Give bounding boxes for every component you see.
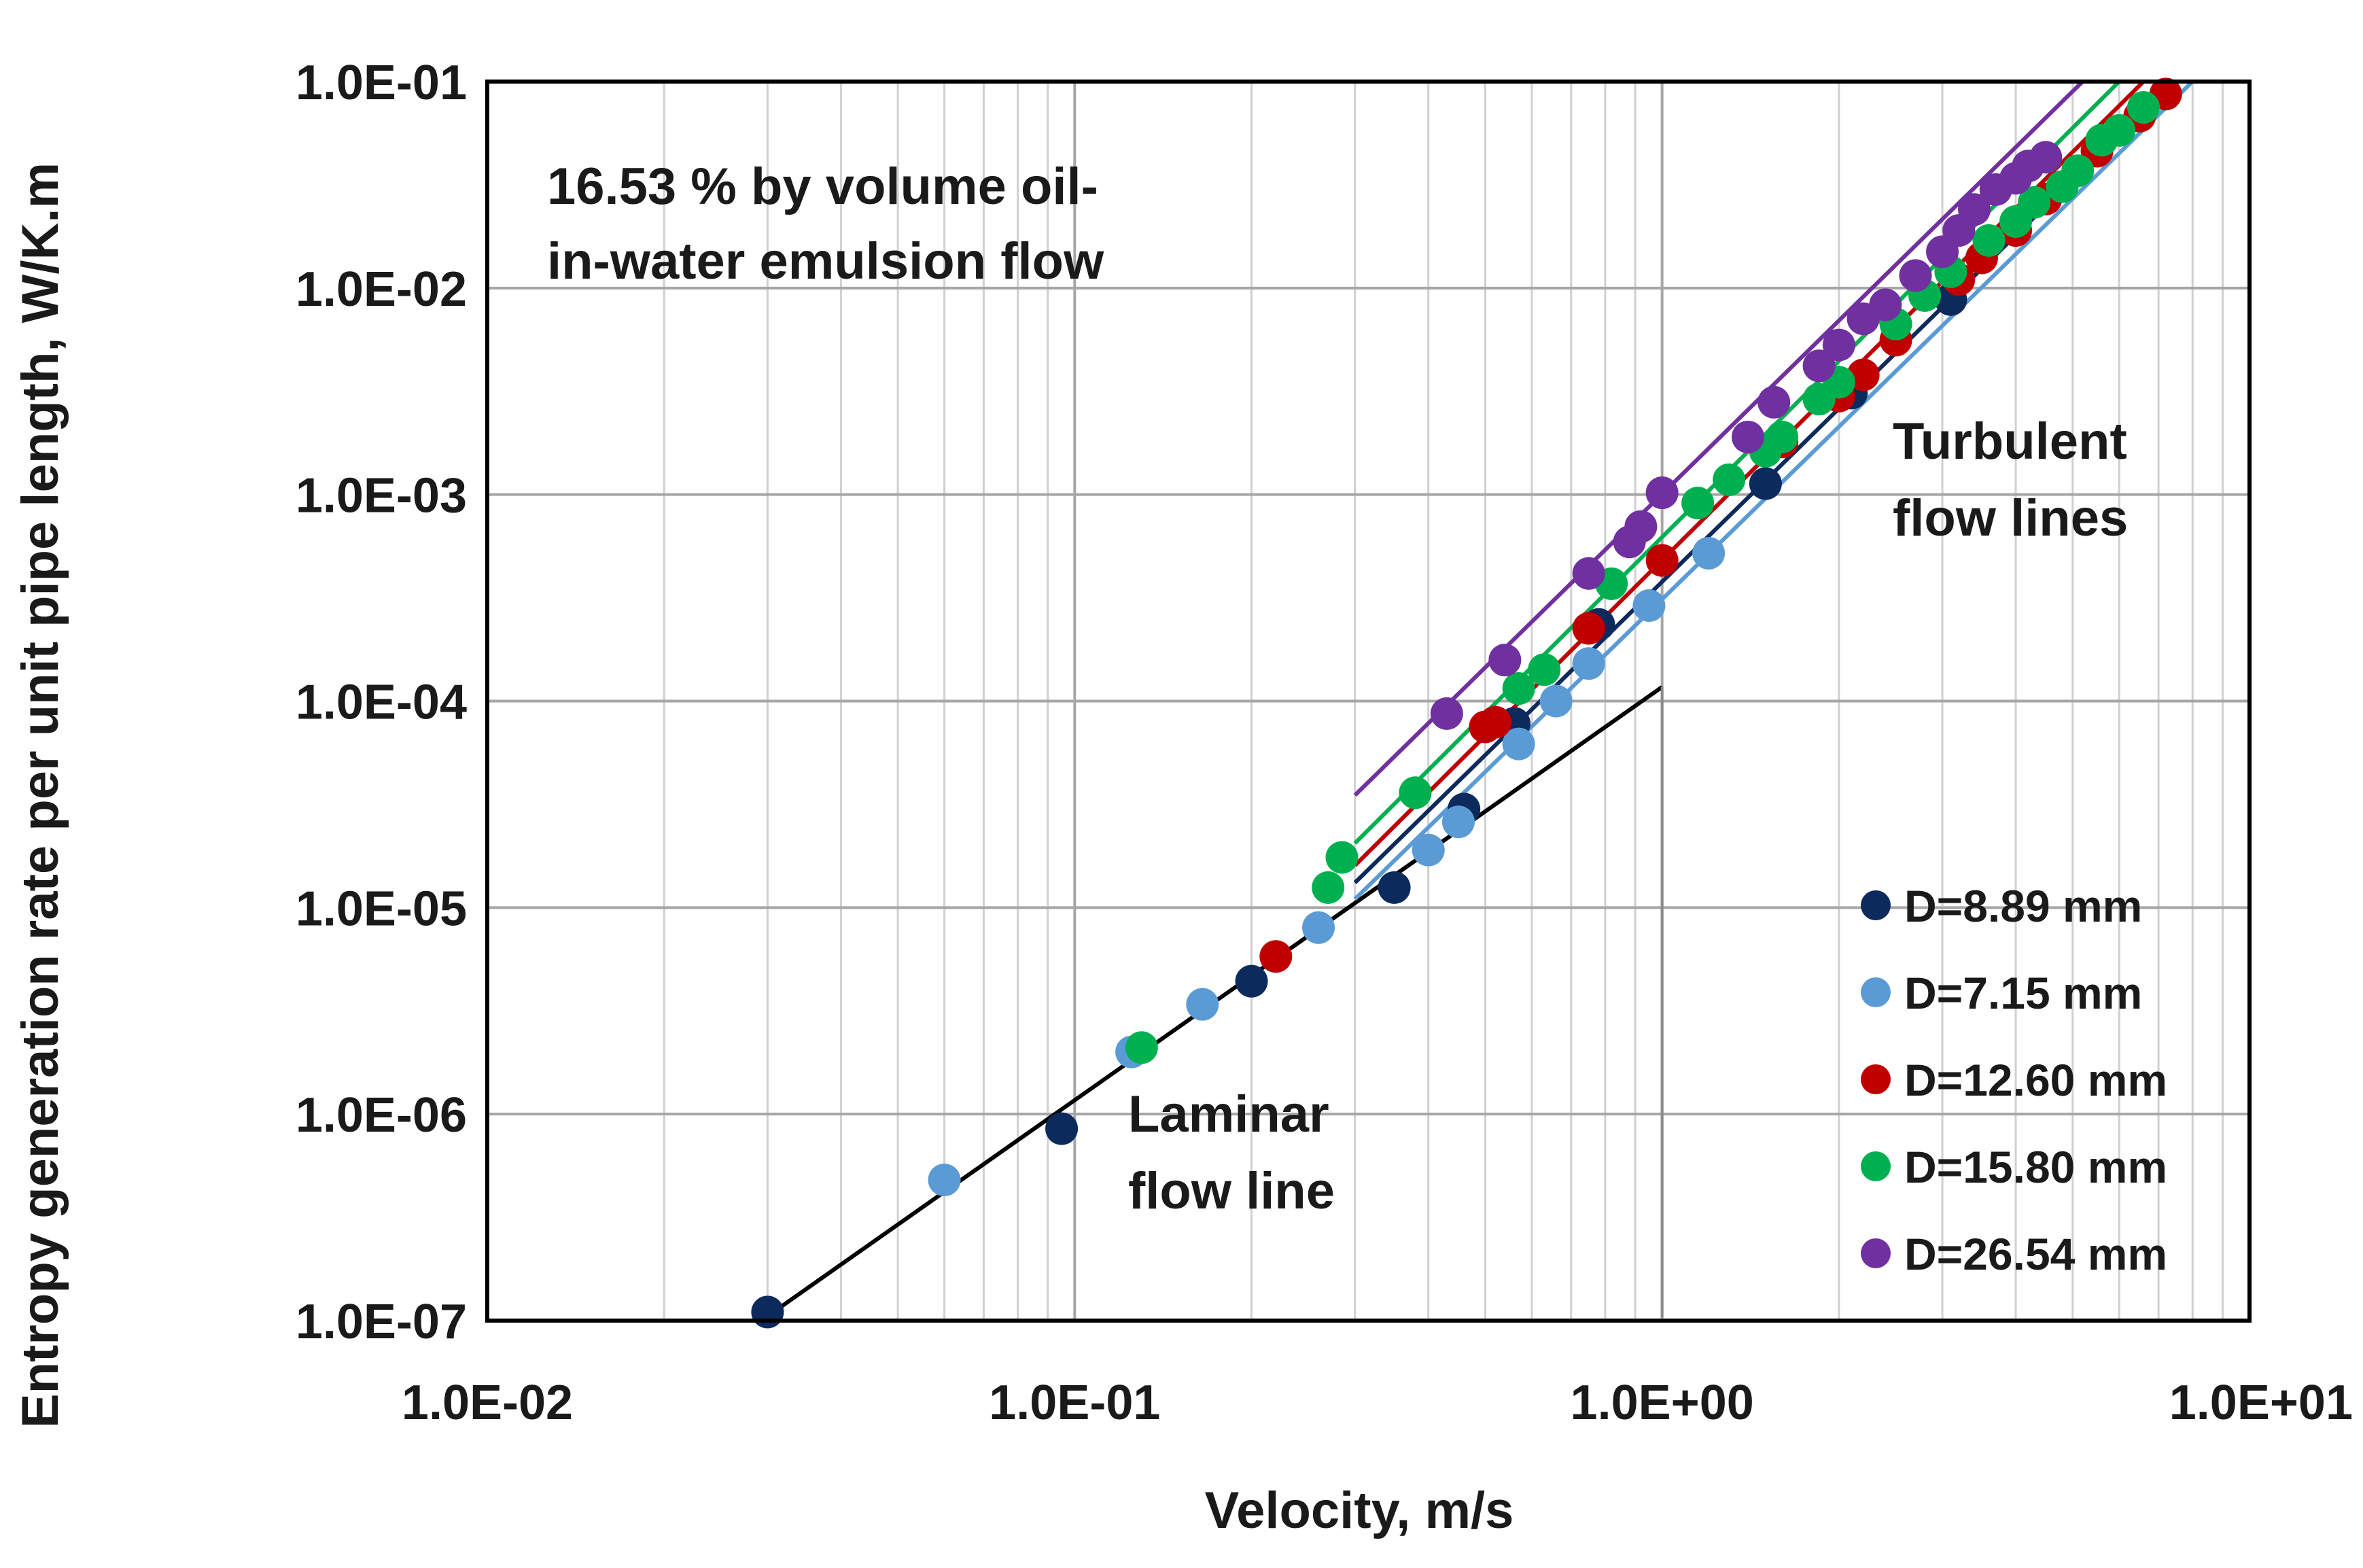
x-tick-label: 1.0E+01 xyxy=(2169,1376,2353,1430)
data-point xyxy=(1645,544,1679,577)
data-point xyxy=(1186,988,1219,1021)
laminar-annotation-line2: flow line xyxy=(1128,1162,1335,1220)
data-point xyxy=(1045,1112,1079,1145)
data-point xyxy=(1528,653,1561,686)
y-tick-label: 1.0E-03 xyxy=(296,469,467,523)
data-point xyxy=(1713,463,1746,496)
x-axis-label: Velocity, m/s xyxy=(1205,1482,1514,1539)
data-point xyxy=(2029,141,2063,174)
y-tick-label: 1.0E-02 xyxy=(296,262,467,317)
legend-marker xyxy=(1861,1238,1891,1268)
data-point xyxy=(1502,672,1535,705)
data-point xyxy=(1692,536,1726,570)
data-point xyxy=(1624,510,1658,543)
data-point xyxy=(2018,186,2051,219)
data-point xyxy=(1757,385,1791,419)
data-point xyxy=(1488,644,1522,677)
data-point xyxy=(1572,647,1605,680)
data-point xyxy=(2061,154,2095,188)
data-point xyxy=(751,1295,784,1329)
data-point xyxy=(1325,841,1359,874)
data-point xyxy=(1539,684,1573,718)
data-point xyxy=(1822,328,1855,362)
y-tick-label: 1.0E-07 xyxy=(296,1295,467,1349)
data-point xyxy=(1899,259,1932,292)
data-point xyxy=(1502,727,1535,761)
data-point xyxy=(1869,288,1902,321)
legend-label: D=26.54 mm xyxy=(1904,1229,2167,1279)
data-point xyxy=(1572,557,1605,590)
data-point xyxy=(1572,612,1605,645)
data-point xyxy=(1302,911,1335,944)
x-axis-ticks: 1.0E-02 1.0E-01 1.0E+00 1.0E+01 xyxy=(402,1376,2353,1430)
laminar-annotation-line1: Laminar xyxy=(1128,1085,1329,1143)
data-point xyxy=(1235,964,1268,998)
data-point xyxy=(1259,940,1293,973)
data-point xyxy=(1378,871,1411,904)
data-point xyxy=(928,1164,961,1197)
data-point xyxy=(1430,697,1463,730)
data-point xyxy=(1731,420,1764,453)
condition-annotation-line1: 16.53 % by volume oil- xyxy=(547,158,1098,215)
data-point xyxy=(1766,420,1799,453)
y-axis-label-text: Entropy generation rate per unit pipe le… xyxy=(12,162,69,1428)
turbulent-annotation-line1: Turbulent xyxy=(1893,413,2127,470)
legend-marker xyxy=(1861,890,1891,920)
y-tick-label: 1.0E-04 xyxy=(296,676,467,730)
condition-annotation-line2: in-water emulsion flow xyxy=(547,232,1104,290)
y-axis-label: Entropy generation rate per unit pipe le… xyxy=(12,162,69,1428)
legend-marker xyxy=(1861,977,1891,1007)
x-tick-label: 1.0E-01 xyxy=(989,1376,1160,1430)
turbulent-annotation-line2: flow lines xyxy=(1893,489,2128,547)
data-point xyxy=(2103,114,2136,147)
y-tick-label: 1.0E-01 xyxy=(296,56,467,110)
legend-label: D=15.80 mm xyxy=(1904,1142,2167,1192)
legend-label: D=12.60 mm xyxy=(1904,1055,2167,1105)
data-point xyxy=(1412,833,1445,867)
data-point xyxy=(1479,705,1512,739)
data-point xyxy=(1958,193,1991,226)
data-point xyxy=(1802,349,1836,383)
data-point xyxy=(1441,805,1475,839)
data-point xyxy=(1749,467,1782,500)
x-tick-label: 1.0E+00 xyxy=(1571,1376,1754,1430)
legend-marker xyxy=(1861,1064,1891,1094)
data-point xyxy=(1125,1031,1158,1064)
data-points xyxy=(751,77,2182,1329)
legend-label: D=8.89 mm xyxy=(1904,881,2142,931)
data-point xyxy=(1681,487,1715,520)
y-axis-ticks: 1.0E-01 1.0E-02 1.0E-03 1.0E-04 1.0E-05 1.0E-… xyxy=(296,56,467,1349)
data-point xyxy=(1312,871,1345,904)
legend-marker xyxy=(1861,1151,1891,1181)
legend-label: D=7.15 mm xyxy=(1904,968,2142,1018)
data-point xyxy=(1399,776,1432,809)
legend: D=8.89 mm D=7.15 mm D=12.60 mm D=15.80 mm D=… xyxy=(1861,881,2167,1279)
data-point xyxy=(1972,224,2006,257)
y-tick-label: 1.0E-05 xyxy=(296,882,467,936)
data-point xyxy=(2127,90,2160,124)
data-point xyxy=(1645,476,1679,510)
x-tick-label: 1.0E-02 xyxy=(402,1376,573,1430)
y-tick-label: 1.0E-06 xyxy=(296,1088,467,1143)
data-point xyxy=(1632,589,1666,623)
plot-frame xyxy=(485,80,2252,1323)
